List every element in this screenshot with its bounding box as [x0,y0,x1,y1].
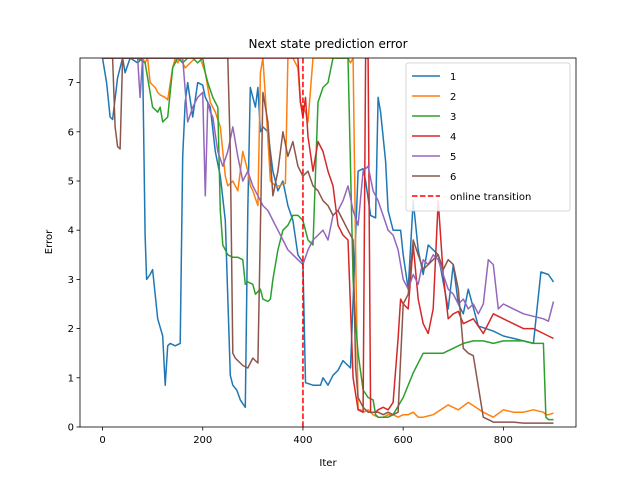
y-tick-label: 6 [68,127,74,138]
y-tick-label: 0 [68,423,74,434]
x-axis-label: Iter [319,458,337,469]
plot-area [101,58,555,427]
series-line-2 [102,58,554,418]
legend: 1 2 3 4 5 6 online transition [405,62,571,212]
x-tick-label: 600 [394,435,413,446]
y-tick-label: 7 [68,78,74,89]
legend-label-2: 2 [450,92,456,103]
x-tick-label: 200 [193,435,212,446]
y-tick-label: 5 [68,177,74,188]
legend-box [405,62,571,212]
x-tick-label: 800 [494,435,513,446]
x-tick-label: 400 [293,435,312,446]
legend-label-4: 4 [450,132,456,143]
legend-label-6: 6 [450,172,456,183]
y-tick-label: 3 [68,275,74,286]
legend-label-5: 5 [450,152,456,163]
chart-title: Next state prediction error [248,37,407,51]
legend-label-7: online transition [450,192,531,203]
axes: 0 200 400 600 800 0 1 2 3 4 5 6 7 [68,57,577,446]
series-line-5 [102,58,555,322]
legend-label-3: 3 [450,112,456,123]
series-line-4 [102,58,554,413]
y-axis-label: Error [44,229,55,254]
series-line-6 [102,58,554,424]
x-tick-label: 0 [99,435,105,446]
legend-label-1: 1 [450,72,456,83]
y-tick-label: 4 [68,226,74,237]
y-tick-label: 1 [68,373,74,384]
series-line-1 [101,58,555,409]
axes-frame [79,57,577,428]
series-line-3 [102,58,554,421]
y-tick-label: 2 [68,324,74,335]
